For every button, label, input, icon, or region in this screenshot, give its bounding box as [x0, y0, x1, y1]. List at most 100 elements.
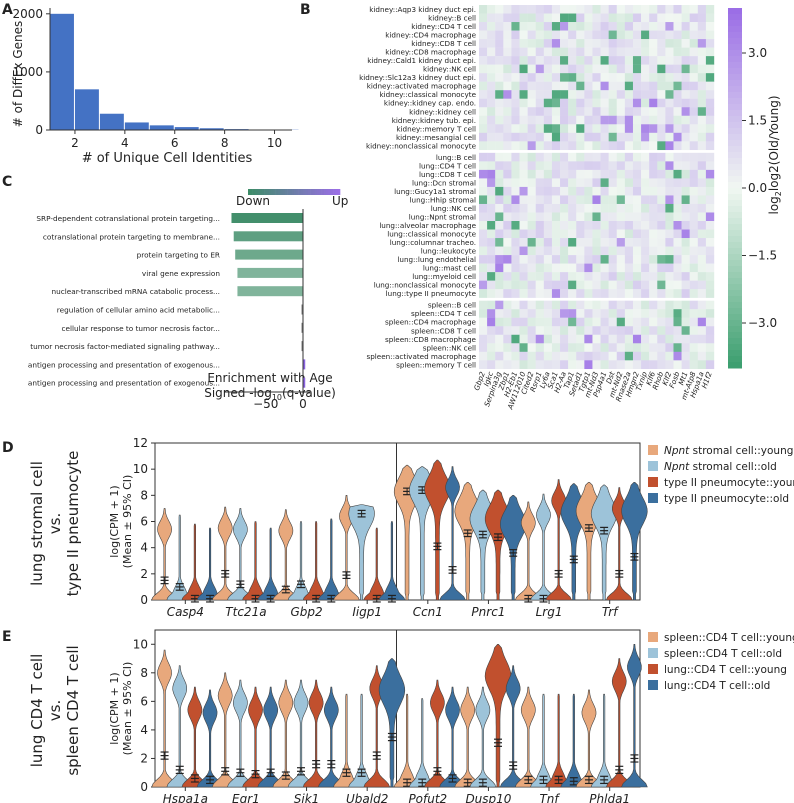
violin-gene-label: Ubald2	[346, 792, 388, 803]
panel-b-cell	[600, 351, 609, 361]
panel-b-cell	[624, 317, 634, 327]
panel-b-cell	[560, 115, 569, 125]
panel-b-cell	[592, 263, 601, 273]
panel-b-cell	[689, 30, 698, 40]
violin-shape	[514, 686, 542, 788]
panel-b-cell	[681, 186, 690, 196]
panel-c-bar	[237, 267, 303, 278]
panel-b-colorbar-step	[728, 248, 742, 255]
panel-b-cell	[487, 81, 496, 91]
violin-shape	[348, 693, 375, 788]
panel-b-cell	[487, 326, 496, 335]
panel-b-cell	[649, 212, 658, 222]
panel-b-cell	[511, 343, 520, 352]
panel-b-cell	[519, 141, 528, 151]
panel-c-legend-gradient	[303, 189, 306, 195]
panel-b-cell	[616, 178, 626, 188]
panel-b-cell	[568, 13, 577, 23]
panel-b-cell	[649, 238, 658, 247]
panel-b-cell	[681, 5, 690, 14]
panel-b-cell	[689, 115, 698, 125]
panel-b-cell	[616, 203, 626, 213]
panel-b-cell	[616, 360, 626, 370]
panel-c-legend-gradient	[275, 189, 279, 195]
panel-b-cell	[519, 81, 528, 91]
panel-b-cell	[624, 212, 634, 222]
panel-b-cell	[592, 178, 601, 188]
panel-b-cell	[568, 178, 577, 188]
panel-b-cell	[576, 326, 585, 335]
panel-b-cell	[527, 255, 536, 264]
panel-b-cell	[641, 221, 650, 230]
panel-b-cell	[487, 124, 496, 133]
panel-b-cell	[632, 56, 642, 65]
violin-shape	[605, 487, 633, 601]
panel-b-cell	[487, 107, 496, 116]
panel-b-cell	[535, 317, 545, 327]
panel-b-cell	[543, 64, 553, 74]
panel-b-cell	[673, 300, 682, 310]
panel-b-cell	[673, 334, 682, 344]
panel-b-cell	[568, 246, 577, 256]
panel-a-xtick-label: 8	[221, 136, 229, 150]
panel-b-cell	[560, 360, 569, 370]
panel-b-cell	[479, 124, 488, 133]
panel-b-cell	[568, 280, 577, 290]
panel-b-cell	[616, 124, 626, 133]
panel-b-cell	[624, 30, 634, 40]
panel-b-cell	[576, 280, 585, 290]
panel-b-cell	[697, 186, 707, 196]
panel-b-cell	[527, 212, 536, 222]
panel-b-cell	[673, 39, 682, 48]
panel-b-cell	[511, 115, 520, 125]
panel-b-cell	[543, 326, 553, 335]
panel-b-cell	[689, 334, 698, 344]
panel-b-cell	[616, 115, 626, 125]
panel-b-cell	[495, 263, 504, 273]
panel-b-cell	[511, 132, 520, 142]
panel-b-cell	[673, 56, 682, 65]
panel-b-cell	[624, 186, 634, 196]
panel-b-cell	[479, 132, 488, 142]
panel-b-cell	[689, 317, 698, 327]
panel-b-cell	[543, 124, 553, 133]
panel-b-column-label: Mt1	[676, 370, 689, 386]
panel-b-cell	[503, 195, 512, 205]
panel-b-cell	[600, 47, 609, 57]
violin-shape	[287, 521, 315, 601]
panel-b-cell	[673, 195, 682, 205]
panel-b-cell	[657, 22, 666, 31]
panel-b-cell	[511, 64, 520, 74]
panel-b-cell	[519, 115, 528, 125]
panel-b-cell	[649, 289, 658, 298]
panel-b-cell	[551, 30, 561, 40]
panel-b-cell	[511, 334, 520, 344]
violin-side-title: lung stromal cell	[28, 461, 46, 586]
panel-c-legend-gradient	[252, 189, 256, 195]
panel-b-cell	[503, 212, 512, 222]
panel-b-colorbar-step	[728, 272, 742, 279]
panel-b-cell	[600, 272, 609, 281]
panel-b-cell	[624, 115, 634, 125]
panel-b-cell	[568, 47, 577, 57]
panel-b-cell	[665, 13, 674, 23]
panel-b-colorbar-tick-label: −3.0	[748, 316, 777, 330]
panel-b-colorbar-step	[728, 338, 742, 345]
panel-b-cell	[657, 255, 666, 264]
panel-b-cell	[632, 73, 642, 82]
panel-b-cell	[560, 47, 569, 57]
panel-b-cell	[519, 343, 528, 352]
panel-b-cell	[697, 161, 707, 171]
panel-b-cell	[632, 161, 642, 171]
panel-b-cell	[479, 152, 488, 162]
panel-c-term-label: cotranslational protein targeting to mem…	[43, 232, 220, 241]
violin-shape	[196, 527, 224, 601]
panel-b-colorbar-step	[728, 182, 742, 189]
panel-b-cell	[519, 47, 528, 57]
panel-b-cell	[616, 39, 626, 48]
panel-a-xtick-label: 2	[71, 136, 79, 150]
panel-b-cell	[576, 22, 585, 31]
panel-b-cell	[479, 195, 488, 205]
panel-b-cell	[511, 161, 520, 171]
panel-b-cell	[503, 169, 512, 179]
